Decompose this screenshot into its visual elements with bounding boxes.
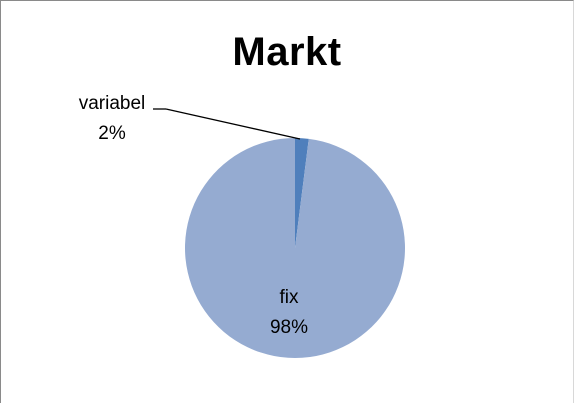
slice-percent-variabel: 2% [98, 123, 126, 144]
leader-line-variabel-diagonal [165, 108, 301, 140]
pie-slice-variabel [295, 138, 309, 248]
slice-label-variabel: variabel [79, 93, 146, 114]
pie-slice-fix [184, 138, 405, 358]
slice-percent-fix: 98% [270, 317, 308, 338]
chart-title: Markt [232, 30, 342, 74]
slice-label-fix: fix [280, 287, 300, 308]
